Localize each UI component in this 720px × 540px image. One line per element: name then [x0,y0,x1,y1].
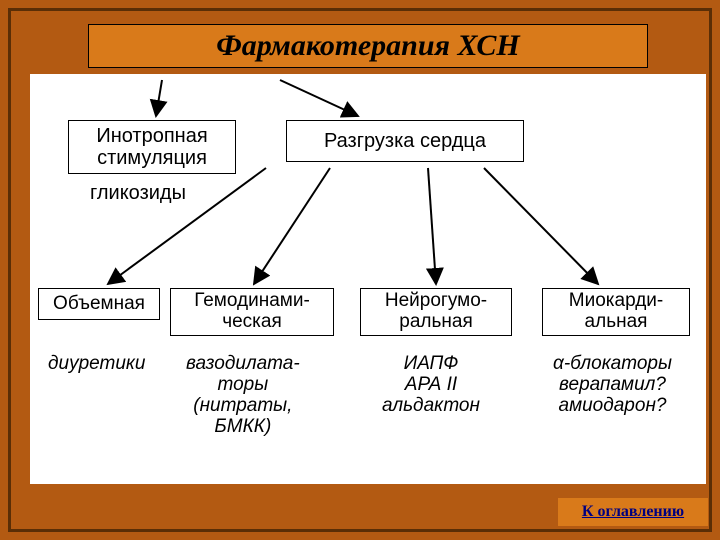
node-neurohum: Нейрогумо- ральная [360,288,512,336]
arrow-5 [484,168,598,284]
diagram-area: Инотропная стимуляция Разгрузка сердца гли… [30,74,706,484]
node-vazodil: вазодилата- торы (нитраты, БМКК) [186,354,300,438]
node-iapf: ИАПФ АРА II альдактон [382,354,480,417]
toc-link[interactable]: К оглавлению [582,503,684,521]
slide: Фармакотерапия ХСН Инотропная стимуляция… [0,0,720,540]
node-obemnaya: Объемная [38,288,160,320]
arrow-0 [156,80,162,116]
node-inotrop: Инотропная стимуляция [68,120,236,174]
node-diuretiki: диуретики [48,354,145,375]
toc-button[interactable]: К оглавлению [558,498,708,526]
node-blokatory: α-блокаторы верапамил? амиодарон? [553,354,672,417]
title-text: Фармакотерапия ХСН [216,29,519,63]
title-bar: Фармакотерапия ХСН [88,24,648,68]
node-razgruzka: Разгрузка сердца [286,120,524,162]
node-miokard: Миокарди- альная [542,288,690,336]
node-gemodin: Гемодинами- ческая [170,288,334,336]
arrow-3 [254,168,330,284]
node-glikozidy: гликозиды [90,182,186,204]
arrow-4 [428,168,436,284]
arrow-1 [280,80,358,116]
